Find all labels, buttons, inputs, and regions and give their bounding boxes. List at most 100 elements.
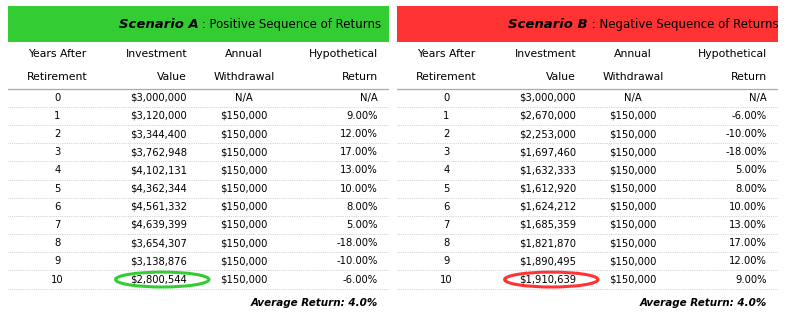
Text: N/A: N/A bbox=[624, 93, 642, 103]
FancyBboxPatch shape bbox=[8, 6, 389, 42]
Text: $2,670,000: $2,670,000 bbox=[520, 111, 576, 121]
Text: 17.00%: 17.00% bbox=[340, 147, 377, 157]
Text: $4,362,344: $4,362,344 bbox=[130, 184, 187, 193]
Text: 0: 0 bbox=[54, 93, 61, 103]
Text: $3,000,000: $3,000,000 bbox=[130, 93, 187, 103]
Text: 1: 1 bbox=[54, 111, 61, 121]
Text: 10.00%: 10.00% bbox=[340, 184, 377, 193]
Text: Withdrawal: Withdrawal bbox=[603, 72, 664, 82]
Text: $150,000: $150,000 bbox=[610, 275, 657, 285]
Text: Investment: Investment bbox=[515, 49, 576, 59]
Text: Return: Return bbox=[341, 72, 377, 82]
Text: $1,612,920: $1,612,920 bbox=[519, 184, 576, 193]
Text: 9.00%: 9.00% bbox=[346, 111, 377, 121]
Text: Years After: Years After bbox=[28, 49, 86, 59]
Text: Value: Value bbox=[546, 72, 576, 82]
Text: 9: 9 bbox=[443, 256, 450, 266]
Text: 10: 10 bbox=[51, 275, 64, 285]
Text: $1,910,639: $1,910,639 bbox=[519, 275, 576, 285]
Text: Hypothetical: Hypothetical bbox=[698, 49, 766, 59]
Text: Scenario A: Scenario A bbox=[119, 18, 198, 31]
Text: Retirement: Retirement bbox=[416, 72, 477, 82]
Text: $150,000: $150,000 bbox=[221, 184, 268, 193]
Text: 8.00%: 8.00% bbox=[347, 202, 377, 212]
Text: $4,561,332: $4,561,332 bbox=[130, 202, 187, 212]
Text: 12.00%: 12.00% bbox=[729, 256, 766, 266]
Text: 8: 8 bbox=[54, 238, 61, 248]
Text: 5: 5 bbox=[443, 184, 450, 193]
Text: -18.00%: -18.00% bbox=[725, 147, 766, 157]
Text: -10.00%: -10.00% bbox=[725, 129, 766, 139]
Text: $150,000: $150,000 bbox=[610, 129, 657, 139]
Text: $150,000: $150,000 bbox=[610, 256, 657, 266]
Text: $150,000: $150,000 bbox=[221, 165, 268, 175]
Text: $150,000: $150,000 bbox=[610, 202, 657, 212]
Text: 8: 8 bbox=[443, 238, 450, 248]
Text: 10.00%: 10.00% bbox=[729, 202, 766, 212]
Text: 3: 3 bbox=[443, 147, 450, 157]
Text: N/A: N/A bbox=[360, 93, 377, 103]
Text: 4: 4 bbox=[54, 165, 61, 175]
Text: $150,000: $150,000 bbox=[221, 111, 268, 121]
Text: $4,102,131: $4,102,131 bbox=[130, 165, 187, 175]
Text: $150,000: $150,000 bbox=[610, 184, 657, 193]
Text: 12.00%: 12.00% bbox=[340, 129, 377, 139]
Text: 1: 1 bbox=[443, 111, 450, 121]
Text: Average Return: 4.0%: Average Return: 4.0% bbox=[640, 297, 766, 307]
Text: $150,000: $150,000 bbox=[221, 202, 268, 212]
Text: $150,000: $150,000 bbox=[221, 256, 268, 266]
Text: $1,821,870: $1,821,870 bbox=[519, 238, 576, 248]
Text: Value: Value bbox=[157, 72, 187, 82]
Text: $1,890,495: $1,890,495 bbox=[519, 256, 576, 266]
Text: 4: 4 bbox=[443, 165, 450, 175]
Text: $3,120,000: $3,120,000 bbox=[130, 111, 187, 121]
Text: $150,000: $150,000 bbox=[610, 238, 657, 248]
Text: 9.00%: 9.00% bbox=[735, 275, 766, 285]
Text: Average Return: 4.0%: Average Return: 4.0% bbox=[251, 297, 377, 307]
Text: Investment: Investment bbox=[126, 49, 187, 59]
Text: 2: 2 bbox=[54, 129, 61, 139]
Text: 6: 6 bbox=[443, 202, 450, 212]
Text: $150,000: $150,000 bbox=[221, 129, 268, 139]
Text: -6.00%: -6.00% bbox=[732, 111, 766, 121]
Text: $4,639,399: $4,639,399 bbox=[130, 220, 187, 230]
Text: $150,000: $150,000 bbox=[221, 147, 268, 157]
Text: $2,253,000: $2,253,000 bbox=[520, 129, 576, 139]
Text: Return: Return bbox=[730, 72, 766, 82]
Text: -18.00%: -18.00% bbox=[336, 238, 377, 248]
Text: $150,000: $150,000 bbox=[610, 165, 657, 175]
Text: $1,632,333: $1,632,333 bbox=[520, 165, 576, 175]
Text: 10: 10 bbox=[440, 275, 453, 285]
Text: N/A: N/A bbox=[749, 93, 766, 103]
Text: $3,344,400: $3,344,400 bbox=[130, 129, 187, 139]
Text: $3,762,948: $3,762,948 bbox=[130, 147, 187, 157]
FancyBboxPatch shape bbox=[397, 6, 778, 42]
Text: 13.00%: 13.00% bbox=[340, 165, 377, 175]
Text: $3,000,000: $3,000,000 bbox=[520, 93, 576, 103]
Text: N/A: N/A bbox=[235, 93, 253, 103]
Text: Scenario B: Scenario B bbox=[508, 18, 588, 31]
Text: 5: 5 bbox=[54, 184, 61, 193]
Text: 8.00%: 8.00% bbox=[736, 184, 766, 193]
Text: $150,000: $150,000 bbox=[221, 238, 268, 248]
Text: 7: 7 bbox=[443, 220, 450, 230]
Text: 0: 0 bbox=[443, 93, 450, 103]
Text: Annual: Annual bbox=[615, 49, 652, 59]
Text: $150,000: $150,000 bbox=[610, 111, 657, 121]
Text: Withdrawal: Withdrawal bbox=[214, 72, 275, 82]
Text: $150,000: $150,000 bbox=[221, 220, 268, 230]
Text: : Negative Sequence of Returns: : Negative Sequence of Returns bbox=[588, 18, 778, 31]
Text: $3,138,876: $3,138,876 bbox=[130, 256, 187, 266]
Text: 7: 7 bbox=[54, 220, 61, 230]
Text: $1,624,212: $1,624,212 bbox=[519, 202, 576, 212]
Text: 13.00%: 13.00% bbox=[729, 220, 766, 230]
Text: 5.00%: 5.00% bbox=[735, 165, 766, 175]
Text: 2: 2 bbox=[443, 129, 450, 139]
Text: -10.00%: -10.00% bbox=[336, 256, 377, 266]
Text: Years After: Years After bbox=[417, 49, 476, 59]
Text: Hypothetical: Hypothetical bbox=[309, 49, 377, 59]
Text: $150,000: $150,000 bbox=[221, 275, 268, 285]
Text: Retirement: Retirement bbox=[27, 72, 88, 82]
Text: : Positive Sequence of Returns: : Positive Sequence of Returns bbox=[198, 18, 381, 31]
Text: $150,000: $150,000 bbox=[610, 147, 657, 157]
